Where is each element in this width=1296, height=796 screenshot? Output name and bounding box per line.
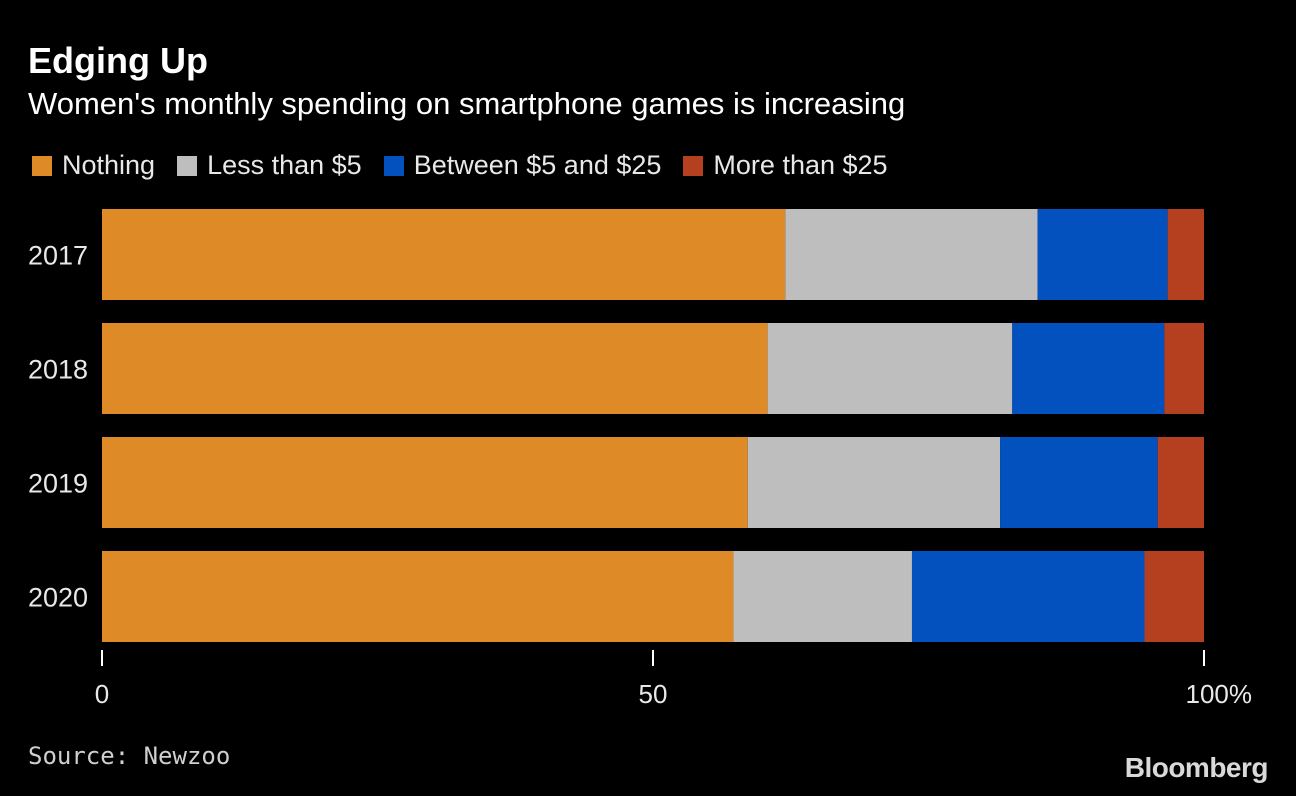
bar-segment-2018-between-5-and-25 bbox=[1012, 323, 1165, 414]
bar-segment-2019-between-5-and-25 bbox=[1000, 437, 1158, 528]
bar-segment-2018-more-than-25 bbox=[1164, 323, 1204, 414]
category-label-2019: 2019 bbox=[28, 469, 88, 499]
bar-segment-2017-between-5-and-25 bbox=[1037, 209, 1168, 300]
bar-segment-2017-nothing bbox=[102, 209, 786, 300]
bar-segment-2020-less-than-5 bbox=[733, 551, 912, 642]
legend-item-between-5-and-25: Between $5 and $25 bbox=[383, 150, 662, 181]
chart-legend: Nothing Less than $5 Between $5 and $25 … bbox=[32, 150, 910, 181]
bar-segment-2017-more-than-25 bbox=[1167, 209, 1204, 300]
category-label-2020: 2020 bbox=[28, 583, 88, 613]
bar-segment-2020-more-than-25 bbox=[1144, 551, 1204, 642]
x-tick-label-100: 100% bbox=[1186, 679, 1253, 709]
x-tick-label-50: 50 bbox=[639, 679, 668, 709]
legend-label-less-than-5: Less than $5 bbox=[207, 150, 362, 180]
legend-item-nothing: Nothing bbox=[32, 150, 155, 181]
bar-segment-2018-less-than-5 bbox=[767, 323, 1013, 414]
legend-label-nothing: Nothing bbox=[62, 150, 156, 180]
legend-swatch-less-than-5 bbox=[177, 155, 198, 176]
source-note: Source: Newzoo bbox=[28, 742, 231, 770]
bar-segment-2018-nothing bbox=[102, 323, 768, 414]
legend-item-more-than-25: More than $25 bbox=[683, 150, 888, 181]
legend-label-between-5-and-25: Between $5 and $25 bbox=[413, 150, 662, 180]
chart-subtitle: Women's monthly spending on smartphone g… bbox=[28, 86, 906, 121]
legend-swatch-more-than-25 bbox=[683, 155, 704, 176]
bar-segment-2019-more-than-25 bbox=[1157, 437, 1204, 528]
bloomberg-logo: Bloomberg bbox=[1124, 752, 1269, 783]
legend-item-less-than-5: Less than $5 bbox=[177, 150, 362, 181]
x-tick-label-0: 0 bbox=[95, 679, 109, 709]
bar-segment-2019-less-than-5 bbox=[747, 437, 1001, 528]
bar-segment-2019-nothing bbox=[102, 437, 748, 528]
legend-swatch-between-5-and-25 bbox=[383, 155, 404, 176]
legend-swatch-nothing bbox=[32, 155, 52, 176]
bar-segment-2020-nothing bbox=[102, 551, 734, 642]
legend-label-more-than-25: More than $25 bbox=[713, 150, 888, 180]
category-label-2018: 2018 bbox=[28, 355, 88, 385]
category-label-2017: 2017 bbox=[28, 241, 88, 271]
bar-segment-2020-between-5-and-25 bbox=[911, 551, 1145, 642]
bar-segment-2017-less-than-5 bbox=[785, 209, 1038, 300]
chart-title: Edging Up bbox=[28, 40, 208, 81]
